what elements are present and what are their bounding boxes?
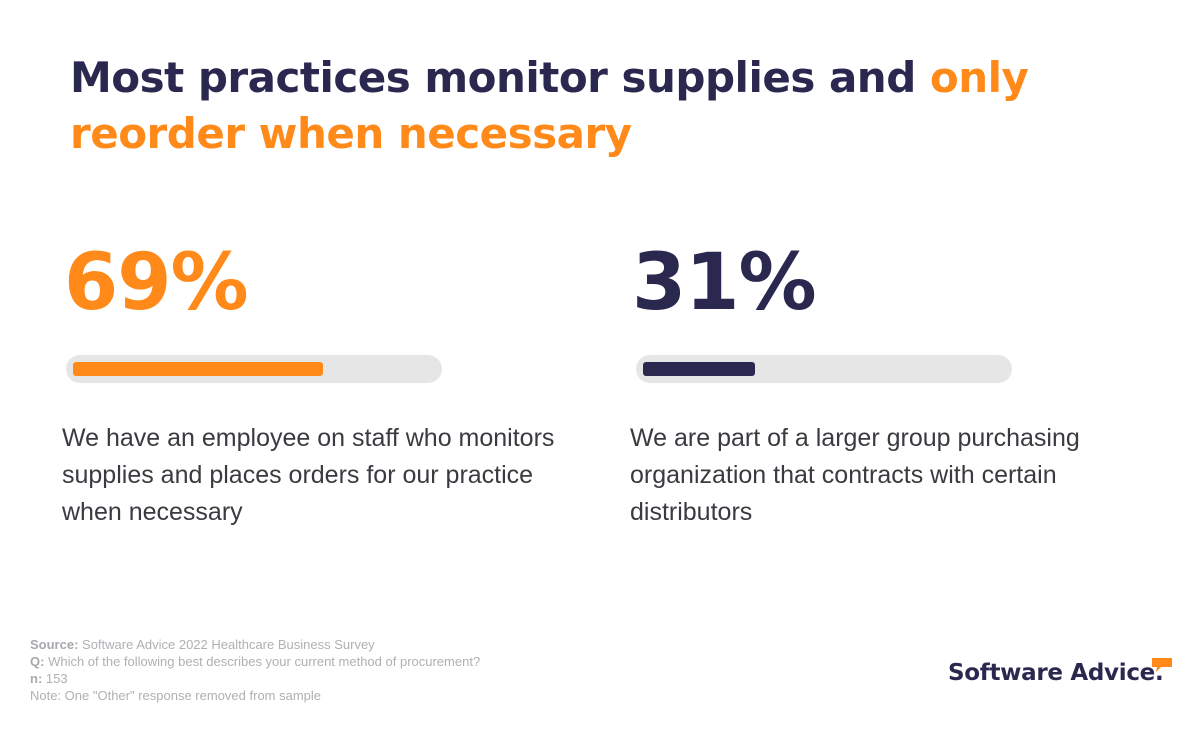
stat-value-2: 31% bbox=[632, 238, 817, 328]
sample-size-line: n: 153 bbox=[30, 671, 68, 686]
progress-fill-2 bbox=[643, 362, 755, 376]
stat-description-2: We are part of a larger group purchasing… bbox=[630, 424, 1080, 526]
source-notes: Source: Software Advice 2022 Healthcare … bbox=[30, 636, 590, 704]
progress-fill-1 bbox=[73, 362, 323, 376]
title-main: Most practices monitor supplies and bbox=[70, 53, 930, 102]
software-advice-logo: Software Advice. bbox=[948, 660, 1164, 686]
stat-description-1: We have an employee on staff who monitor… bbox=[62, 424, 555, 526]
title-accent: only reorder when necessary bbox=[70, 53, 1029, 158]
note-line: Note: One "Other" response removed from … bbox=[30, 688, 322, 703]
stat-value-1: 69% bbox=[64, 238, 249, 328]
source-line: Source: Software Advice 2022 Healthcare … bbox=[30, 637, 375, 652]
speech-bubble-icon bbox=[1152, 658, 1172, 672]
progress-track-2 bbox=[636, 355, 1012, 383]
question-line: Q: Which of the following best describes… bbox=[30, 654, 481, 669]
progress-track-1 bbox=[66, 355, 442, 383]
page-title: Most practices monitor supplies and only… bbox=[70, 50, 1120, 162]
